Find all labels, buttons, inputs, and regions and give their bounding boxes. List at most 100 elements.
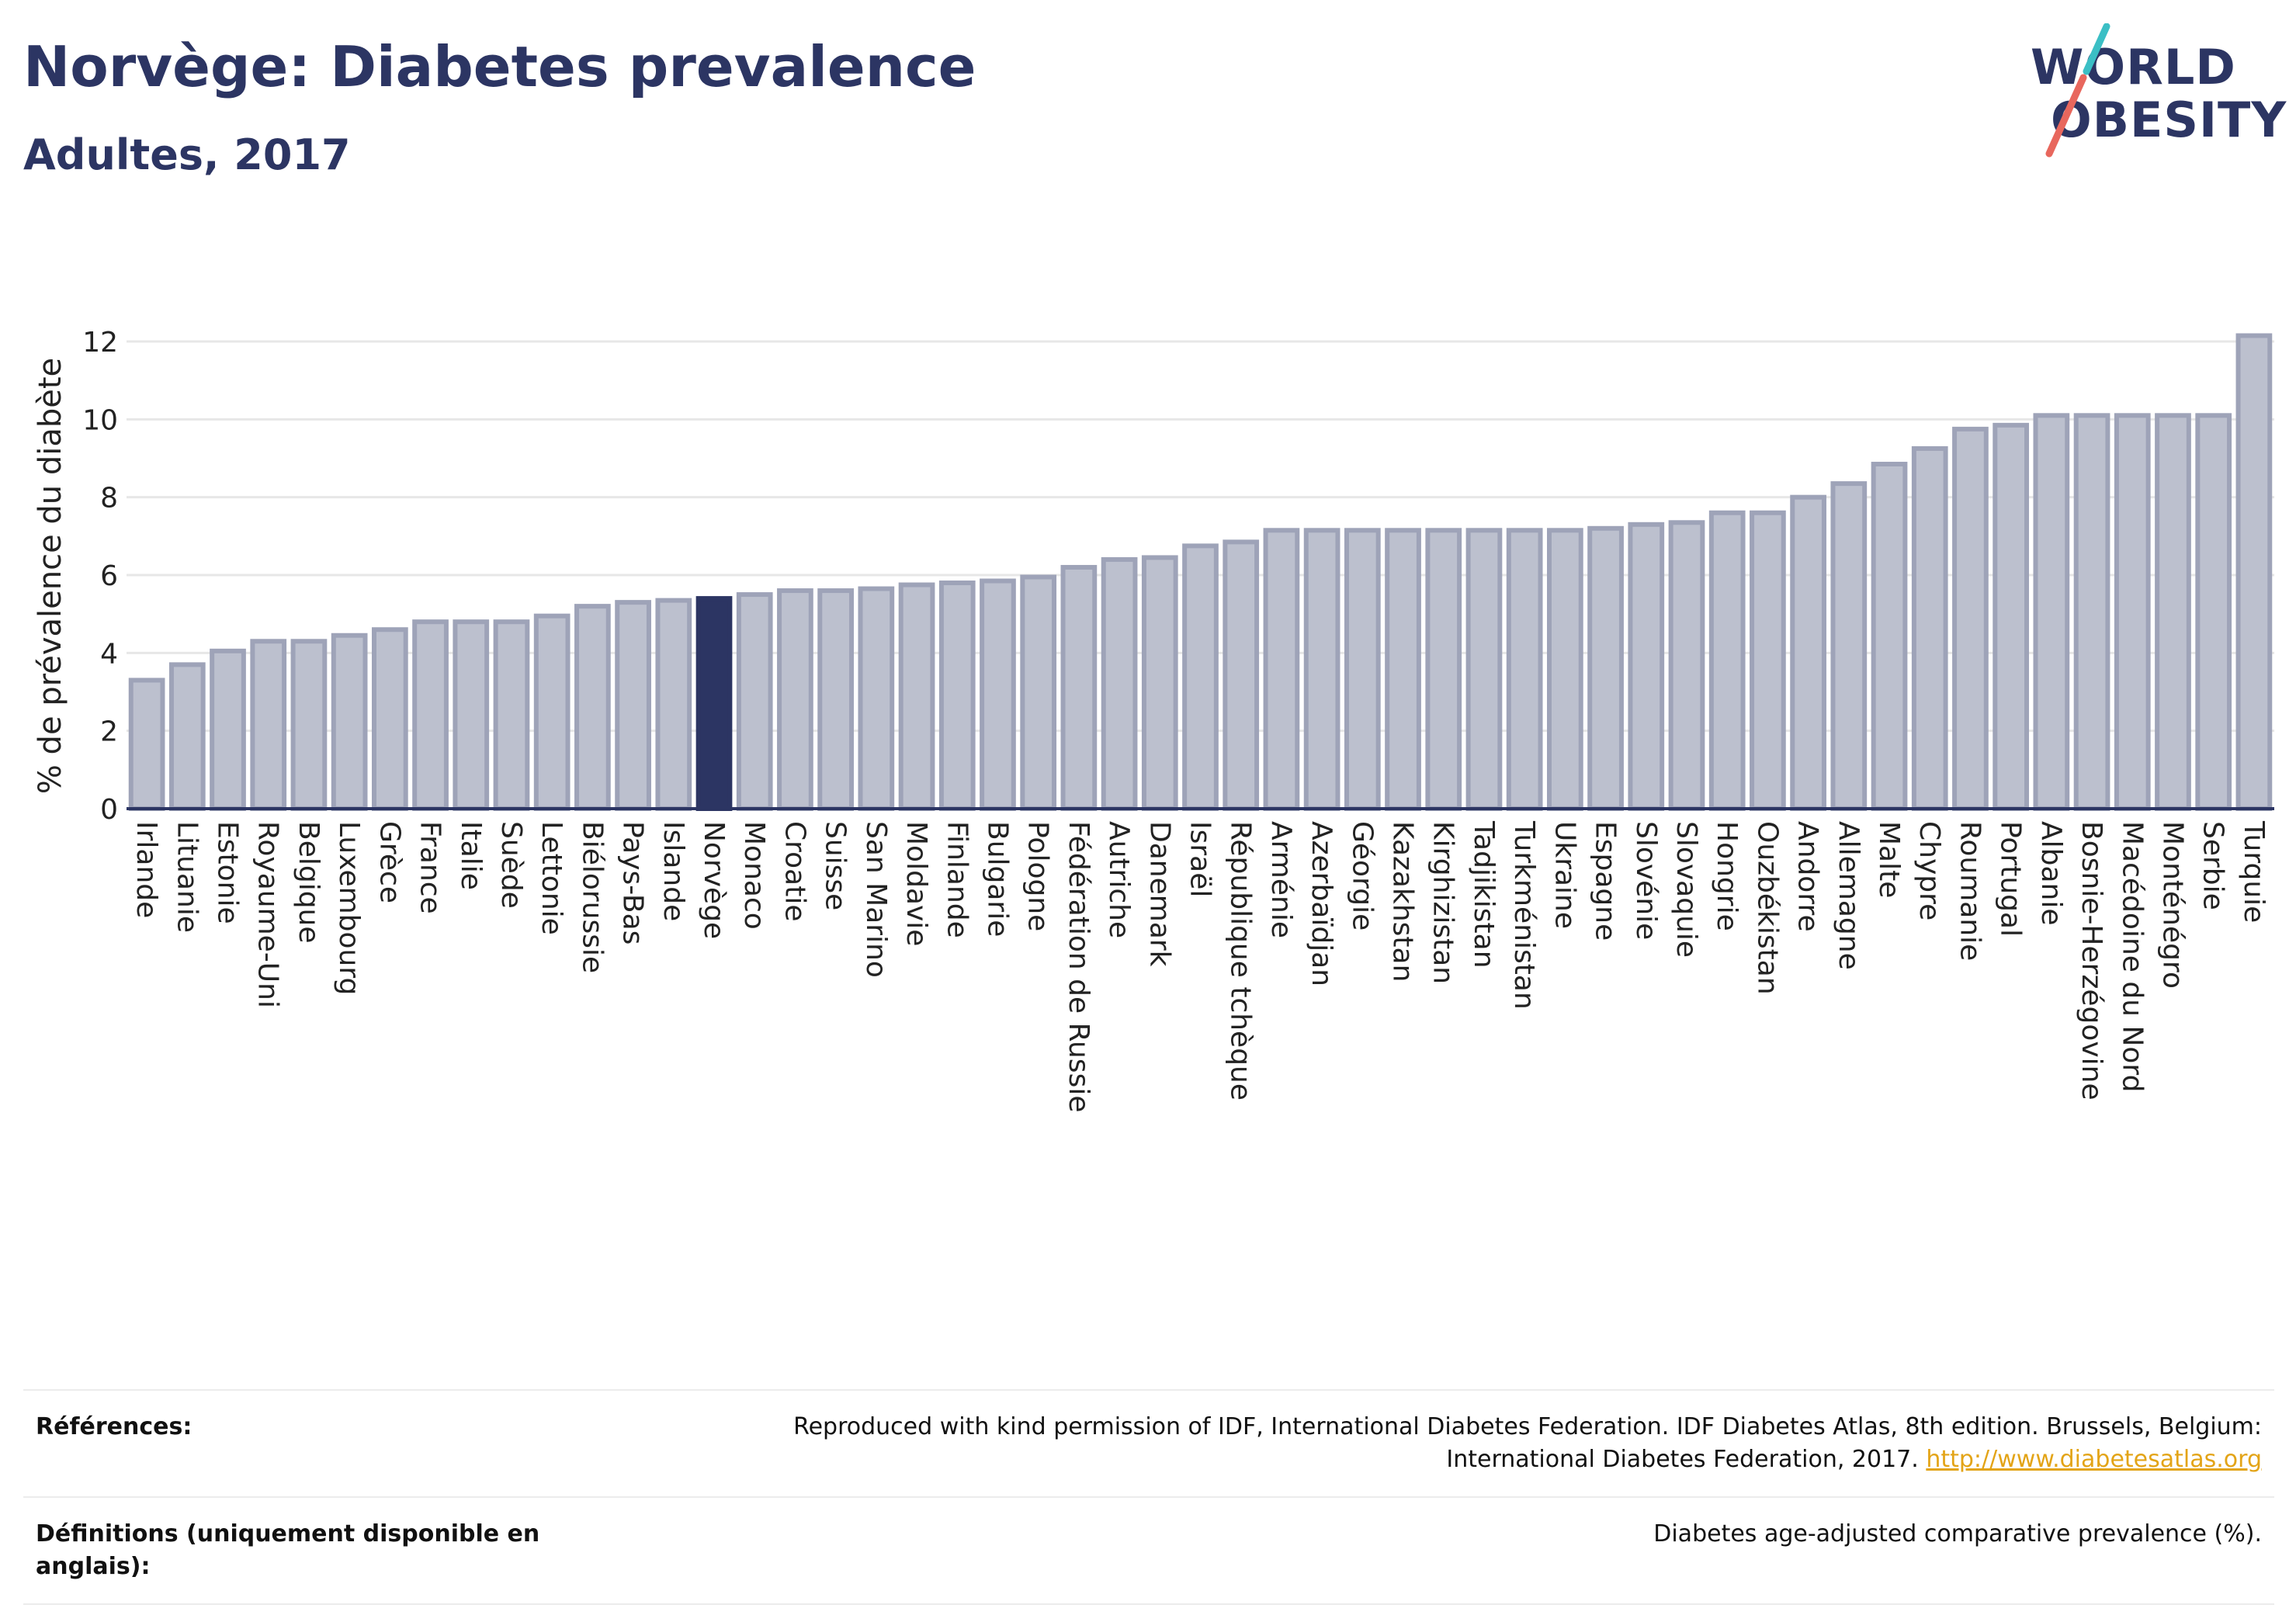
bar-grèce	[371, 627, 408, 811]
bar-turquie	[2235, 333, 2273, 812]
x-tick-label: Turquie	[2238, 820, 2270, 923]
bar-malte	[1871, 462, 1908, 811]
x-tick-label: Macédoine du Nord	[2116, 821, 2148, 1092]
references-text: Reproduced with kind permission of IDF, …	[793, 1413, 2262, 1473]
references-label: Références:	[36, 1413, 192, 1440]
x-tick-label: Turkménistan	[1508, 820, 1540, 1010]
bar-lituanie	[168, 662, 206, 812]
references-value: Reproduced with kind permission of IDF, …	[709, 1411, 2262, 1476]
world-obesity-logo: WORLD OBESITY	[2018, 23, 2286, 163]
x-tick-label: Bulgarie	[981, 821, 1013, 937]
x-tick-label: Ouzbékistan	[1751, 821, 1783, 995]
y-tick-label: 6	[100, 560, 118, 592]
bar-ouzbékistan	[1750, 510, 1786, 811]
bar-italie	[453, 619, 490, 812]
bar-allemagne	[1830, 481, 1868, 811]
y-tick-label: 10	[82, 404, 118, 436]
bar-suède	[493, 619, 530, 812]
bar-finlande	[938, 581, 976, 811]
bar-turkménistan	[1506, 528, 1543, 811]
x-tick-label: Pologne	[1022, 821, 1054, 931]
x-tick-label: Slovaquie	[1670, 821, 1702, 958]
bar-portugal	[1993, 422, 2030, 811]
definitions-row: Définitions (uniquement disponible en an…	[23, 1496, 2274, 1605]
bar-espagne	[1587, 525, 1624, 811]
page-title: Norvège: Diabetes prevalence	[23, 34, 976, 99]
bar-géorgie	[1344, 528, 1381, 811]
bar-ukraine	[1547, 528, 1583, 811]
y-tick-label: 2	[100, 716, 118, 748]
x-tick-label: Malte	[1873, 821, 1905, 898]
bar-islande	[655, 598, 692, 811]
x-tick-label: Albanie	[2035, 821, 2067, 926]
x-tick-label: Kirghizistan	[1427, 821, 1459, 984]
x-tick-label: Israël	[1184, 821, 1216, 897]
bar-belgique	[290, 639, 328, 811]
x-tick-label: Estonie	[212, 821, 244, 924]
x-tick-label: San Marino	[860, 821, 892, 978]
bar-danemark	[1141, 555, 1178, 811]
bar-croatie	[777, 588, 813, 811]
bar-fédération-de-russie	[1060, 564, 1098, 811]
footer: Références: Reproduced with kind permiss…	[23, 1389, 2274, 1605]
x-tick-label: Monténégro	[2156, 821, 2188, 989]
x-tick-label: Bosnie-Herzégovine	[2076, 821, 2107, 1100]
x-tick-label: Grèce	[373, 821, 405, 903]
x-tick-label: Italie	[455, 821, 487, 890]
bar-estonie	[210, 648, 246, 812]
bar-royaume-uni	[250, 639, 287, 811]
x-tick-label: Slovénie	[1630, 821, 1662, 940]
bar-luxembourg	[331, 633, 368, 812]
x-tick-label: Lituanie	[171, 821, 203, 933]
x-tick-label: Azerbaïdjan	[1306, 821, 1337, 986]
bar-bosnie-herzégovine	[2073, 413, 2110, 811]
y-tick-label: 8	[100, 483, 118, 515]
bar-moldavie	[898, 582, 935, 811]
x-tick-label: Irlande	[130, 821, 162, 918]
bar-azerbaïdjan	[1303, 528, 1340, 811]
bar-autriche	[1101, 556, 1138, 811]
x-tick-label: Portugal	[1995, 821, 2027, 937]
x-tick-label: Monaco	[738, 821, 770, 930]
bar-suisse	[817, 588, 854, 811]
x-tick-label: Espagne	[1590, 821, 1621, 941]
bar-france	[412, 619, 449, 812]
bar-pologne	[1020, 574, 1057, 811]
definitions-label: Définitions (uniquement disponible en an…	[36, 1520, 540, 1580]
x-tick-label: Serbie	[2197, 821, 2229, 910]
x-tick-label: Hongrie	[1711, 821, 1743, 931]
bar-slovaquie	[1668, 520, 1705, 811]
y-axis-label: % de prévalence du diabète	[33, 358, 68, 794]
bar-serbie	[2195, 413, 2232, 811]
bar-monaco	[736, 592, 773, 811]
page-subtitle: Adultes, 2017	[23, 130, 351, 179]
x-tick-label: France	[414, 821, 446, 914]
bar-biélorussie	[574, 604, 611, 812]
x-tick-label: Danemark	[1143, 821, 1175, 967]
logo-slash-icon	[2045, 23, 2110, 158]
bar-chart: 0 2 4 6 8 10 12 % de prévalence du diabète Irlan…	[33, 327, 2274, 1112]
references-link[interactable]: http://www.diabetesatlas.org	[1926, 1446, 2262, 1473]
y-tick-label: 12	[82, 327, 118, 359]
bar-république-tchèque	[1223, 539, 1260, 811]
x-tick-label: Norvège	[698, 821, 730, 939]
x-tick-label: Arménie	[1265, 821, 1297, 938]
bar-norvège	[695, 596, 733, 811]
x-tick-label: Belgique	[293, 821, 324, 944]
x-tick-label: Chypre	[1913, 821, 1945, 920]
bar-arménie	[1263, 528, 1300, 811]
x-tick-label: Autriche	[1103, 821, 1135, 938]
x-tick-label: Islande	[657, 821, 689, 921]
logo-line-1: WORLD	[2031, 39, 2236, 95]
x-tick-label: Biélorussie	[576, 821, 608, 973]
x-tick-label: Kazakhstan	[1387, 821, 1419, 982]
y-tick-label: 0	[100, 794, 118, 826]
bar-israël	[1182, 543, 1219, 811]
x-tick-label: Allemagne	[1833, 821, 1864, 970]
y-tick-label: 4	[100, 638, 118, 670]
x-tick-label: Suède	[495, 821, 527, 909]
x-tick-label: Géorgie	[1346, 821, 1378, 931]
bar-kazakhstan	[1385, 528, 1421, 811]
bar-slovénie	[1628, 522, 1665, 811]
x-tick-label: Finlande	[941, 821, 973, 938]
